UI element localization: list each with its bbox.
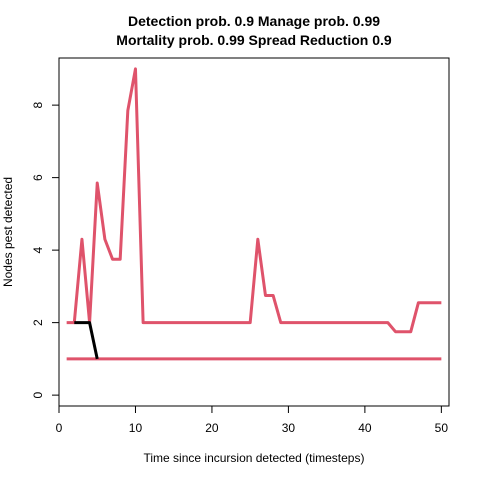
- x-tick-label: 20: [205, 421, 219, 435]
- x-axis-label: Time since incursion detected (timesteps…: [144, 451, 365, 465]
- y-axis-label: Nodes pest detected: [1, 177, 15, 287]
- series-line-3: [74, 321, 99, 360]
- series-line-2: [66, 67, 442, 334]
- y-tick-label: 8: [31, 101, 45, 108]
- y-axis: 0 2 4 6 8: [31, 101, 60, 398]
- y-tick-label: 2: [31, 319, 45, 326]
- plot-frame: [58, 57, 450, 407]
- y-tick-label: 0: [31, 391, 45, 398]
- x-tick-label: 40: [358, 421, 372, 435]
- y-tick-label: 6: [31, 174, 45, 181]
- chart-title-line-1: Detection prob. 0.9 Manage prob. 0.99: [128, 13, 380, 29]
- x-tick-label: 10: [129, 421, 143, 435]
- x-tick-label: 50: [435, 421, 449, 435]
- y-tick-label: 4: [31, 246, 45, 253]
- x-tick-label: 30: [282, 421, 296, 435]
- chart-title-line-2: Mortality prob. 0.99 Spread Reduction 0.…: [116, 32, 392, 48]
- x-tick-label: 0: [56, 421, 63, 435]
- x-axis: 0 10 20 30 40 50: [56, 405, 449, 435]
- series-group: [66, 67, 442, 361]
